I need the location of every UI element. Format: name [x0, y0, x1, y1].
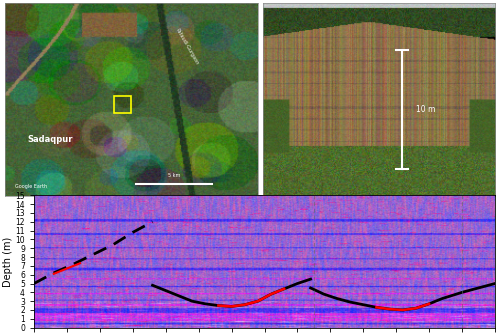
Text: Pataudi-Gurgaon: Pataudi-Gurgaon	[174, 28, 199, 66]
Text: 10 m: 10 m	[416, 105, 436, 114]
Bar	[114, 96, 131, 113]
Text: Google Earth: Google Earth	[15, 184, 47, 189]
Text: Sadaqpur: Sadaqpur	[28, 135, 73, 144]
Y-axis label: Depth (m): Depth (m)	[2, 237, 12, 286]
Text: 5 km: 5 km	[168, 173, 180, 178]
